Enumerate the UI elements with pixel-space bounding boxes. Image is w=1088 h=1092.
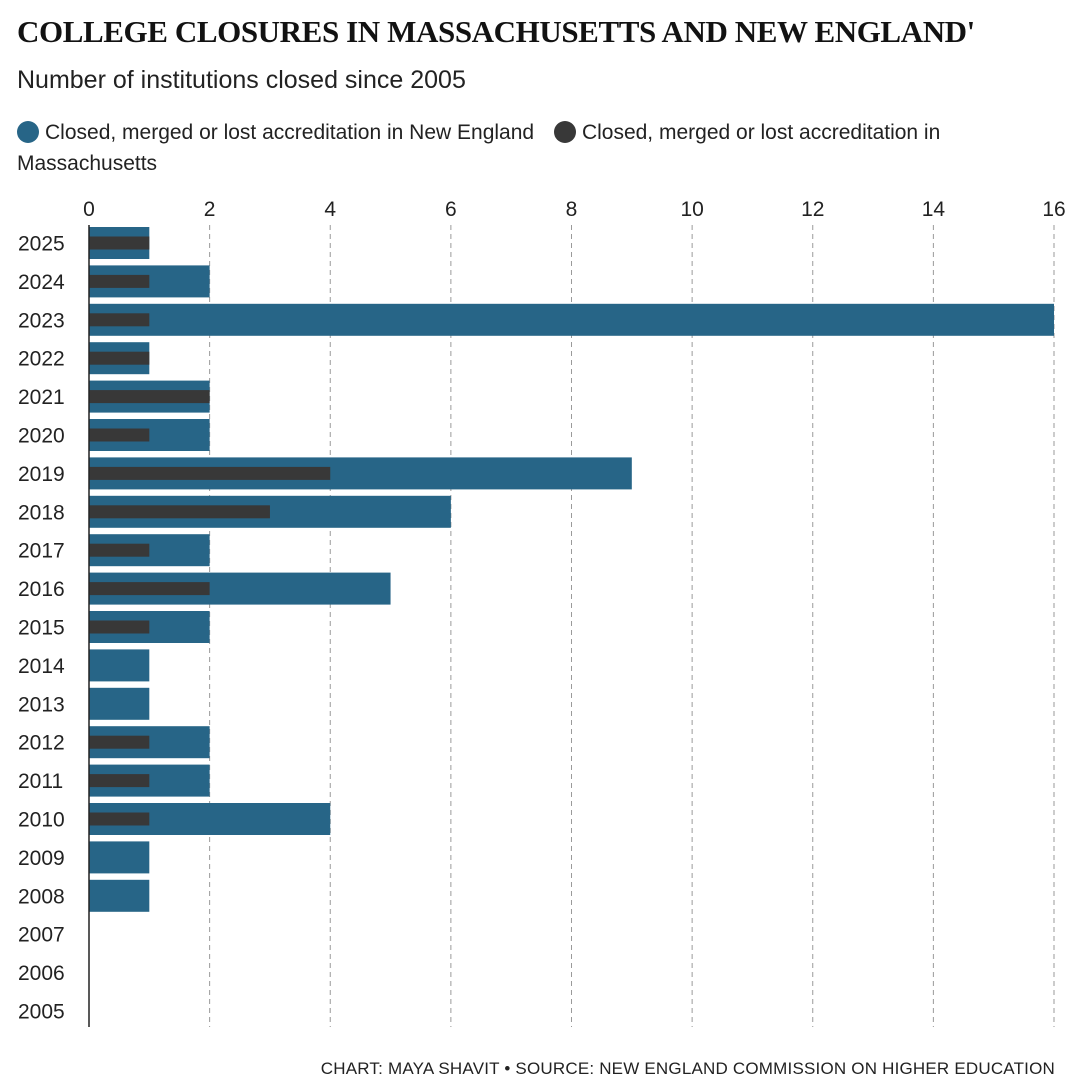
y-tick-label-2023: 2023 <box>18 309 65 332</box>
y-tick-label-2010: 2010 <box>18 809 65 832</box>
y-tick-label-2024: 2024 <box>18 271 65 294</box>
y-tick-label-2015: 2015 <box>18 617 65 640</box>
bar-massachusetts-2015 <box>89 620 150 634</box>
bar-massachusetts-2016 <box>89 582 210 596</box>
bar-massachusetts-2020 <box>89 428 150 442</box>
bar-massachusetts-2023 <box>89 313 150 327</box>
y-tick-label-2020: 2020 <box>18 425 65 448</box>
y-tick-label-2014: 2014 <box>18 655 65 678</box>
legend-label-massachusetts: Closed, merged or lost accreditation in … <box>17 121 941 175</box>
x-tick-label-10: 10 <box>680 198 703 221</box>
bar-massachusetts-2025 <box>89 236 150 250</box>
legend-swatch-new-england <box>17 121 39 143</box>
x-tick-label-4: 4 <box>324 198 336 221</box>
y-tick-label-2011: 2011 <box>18 770 63 793</box>
y-tick-label-2006: 2006 <box>18 962 65 985</box>
bar-new-england-2008 <box>89 879 150 912</box>
x-tick-label-0: 0 <box>83 198 95 221</box>
chart-title: COLLEGE CLOSURES IN MASSACHUSETTS AND NE… <box>17 14 975 49</box>
legend-swatch-massachusetts <box>553 121 576 143</box>
x-tick-label-14: 14 <box>922 198 946 221</box>
bar-new-england-2023 <box>89 303 1054 336</box>
bar-massachusetts-2024 <box>89 274 150 288</box>
bar-massachusetts-2018 <box>89 505 270 519</box>
bar-massachusetts-2019 <box>89 466 331 480</box>
y-tick-label-2025: 2025 <box>18 233 65 256</box>
chart-credit: CHART: MAYA SHAVIT • SOURCE: NEW ENGLAND… <box>320 1059 1055 1078</box>
y-tick-label-2007: 2007 <box>18 924 65 947</box>
y-tick-label-2012: 2012 <box>18 732 65 755</box>
legend: Closed, merged or lost accreditation in … <box>17 117 1067 179</box>
x-tick-label-6: 6 <box>445 198 457 221</box>
bar-new-england-2009 <box>89 841 150 874</box>
y-tick-label-2008: 2008 <box>18 885 65 908</box>
y-tick-label-2016: 2016 <box>18 578 65 601</box>
bar-massachusetts-2010 <box>89 812 150 826</box>
bar-massachusetts-2017 <box>89 543 150 557</box>
y-tick-label-2021: 2021 <box>18 386 65 409</box>
y-tick-label-2005: 2005 <box>18 1001 65 1024</box>
y-tick-label-2022: 2022 <box>18 348 65 371</box>
bar-massachusetts-2022 <box>89 351 150 365</box>
y-tick-label-2018: 2018 <box>18 501 65 524</box>
chart-subtitle: Number of institutions closed since 2005 <box>17 66 466 94</box>
x-tick-label-16: 16 <box>1042 198 1065 221</box>
bar-massachusetts-2011 <box>89 774 150 788</box>
legend-item-new-england: Closed, merged or lost accreditation in … <box>17 121 534 144</box>
bar-new-england-2014 <box>89 649 150 682</box>
bar-massachusetts-2012 <box>89 735 150 749</box>
y-tick-label-2017: 2017 <box>18 540 65 563</box>
y-tick-label-2013: 2013 <box>18 693 65 716</box>
x-tick-label-2: 2 <box>204 198 216 221</box>
x-tick-label-12: 12 <box>801 198 824 221</box>
legend-item-massachusetts: Closed, merged or lost accreditation in … <box>17 121 940 175</box>
y-tick-label-2019: 2019 <box>18 463 65 486</box>
x-tick-label-8: 8 <box>566 198 578 221</box>
y-tick-label-2009: 2009 <box>18 847 65 870</box>
bar-new-england-2013 <box>89 687 150 720</box>
legend-label-new-england: Closed, merged or lost accreditation in … <box>45 121 535 144</box>
bar-massachusetts-2021 <box>89 390 210 404</box>
